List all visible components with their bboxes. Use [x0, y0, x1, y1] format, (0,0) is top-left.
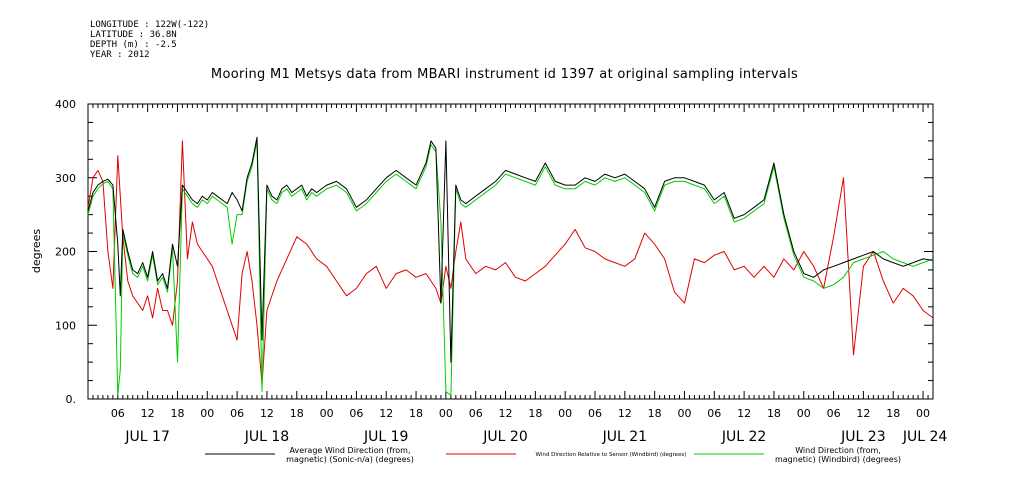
- x-tick-label: 12: [141, 407, 155, 420]
- legend-label-2: Wind Direction (from,: [795, 446, 881, 455]
- series-line-2: [87, 140, 934, 396]
- y-tick-label: 300: [55, 172, 76, 185]
- metadata-block: LONGITUDE : 122W(-122) LATITUDE : 36.8N …: [90, 20, 209, 60]
- year-text: YEAR : 2012: [90, 50, 150, 60]
- x-tick-label: 12: [618, 407, 632, 420]
- x-tick-label: 00: [439, 407, 453, 420]
- y-tick-label: 0.: [66, 393, 77, 406]
- legend-label-0: Average Wind Direction (from,: [289, 446, 410, 455]
- day-label: JUL 19: [363, 429, 408, 445]
- x-tick-label: 06: [111, 407, 125, 420]
- x-tick-label: 12: [737, 407, 751, 420]
- legend-label-2: magnetic) (Windbird) (degrees): [775, 455, 901, 464]
- x-axis: 06 12 18 00 06 12 18 00 06 12 18 00 06 12 18 00 06 12 18 00…: [87, 104, 948, 445]
- legend: Average Wind Direction (from,magnetic) (…: [205, 446, 901, 464]
- y-axis-label: degrees: [30, 229, 43, 274]
- day-label: JUL 23: [840, 429, 885, 445]
- x-tick-label: 06: [469, 407, 483, 420]
- x-tick-label: 06: [707, 407, 721, 420]
- day-label: JUL 21: [602, 429, 647, 445]
- x-tick-label: 18: [170, 407, 184, 420]
- x-tick-label: 06: [827, 407, 841, 420]
- x-tick-label: 18: [409, 407, 423, 420]
- x-tick-label: 18: [886, 407, 900, 420]
- day-label: JUL 20: [482, 429, 527, 445]
- x-tick-label: 12: [379, 407, 393, 420]
- y-tick-label: 100: [55, 319, 76, 332]
- x-tick-label: 00: [677, 407, 691, 420]
- y-tick-label: 400: [55, 98, 76, 111]
- x-tick-label: 18: [528, 407, 542, 420]
- series-line-1: [87, 140, 934, 385]
- series-layer: [87, 136, 934, 396]
- x-tick-label: 06: [588, 407, 602, 420]
- x-tick-label: 12: [260, 407, 274, 420]
- day-label: JUL 18: [244, 429, 289, 445]
- plot-frame: [87, 103, 934, 400]
- series-line-0: [87, 136, 934, 363]
- day-label: JUL 24: [902, 429, 948, 445]
- x-tick-label: 00: [558, 407, 572, 420]
- y-axis: 0. 100 200 300 400: [55, 98, 933, 406]
- x-tick-label: 00: [200, 407, 214, 420]
- day-label: JUL 22: [721, 429, 766, 445]
- legend-label-0: magnetic) (Sonic-n/a) (degrees): [286, 455, 414, 464]
- x-tick-label: 06: [349, 407, 363, 420]
- legend-label-1: Wind Direction Relative to Sensor (Windb…: [536, 452, 687, 458]
- latitude-text: LATITUDE : 36.8N: [90, 30, 177, 40]
- x-tick-label: 00: [916, 407, 930, 420]
- x-tick-label: 18: [648, 407, 662, 420]
- x-tick-label: 12: [499, 407, 513, 420]
- x-tick-label: 00: [797, 407, 811, 420]
- x-tick-label: 06: [230, 407, 244, 420]
- x-tick-label: 18: [290, 407, 304, 420]
- day-label: JUL 17: [124, 429, 169, 445]
- longitude-text: LONGITUDE : 122W(-122): [90, 20, 210, 30]
- y-tick-label: 200: [55, 246, 76, 259]
- x-tick-label: 18: [767, 407, 781, 420]
- chart-title: Mooring M1 Metsys data from MBARI instru…: [210, 67, 799, 82]
- x-tick-label: 12: [856, 407, 870, 420]
- x-tick-label: 00: [320, 407, 334, 420]
- depth-text: DEPTH (m) : -2.5: [90, 40, 177, 50]
